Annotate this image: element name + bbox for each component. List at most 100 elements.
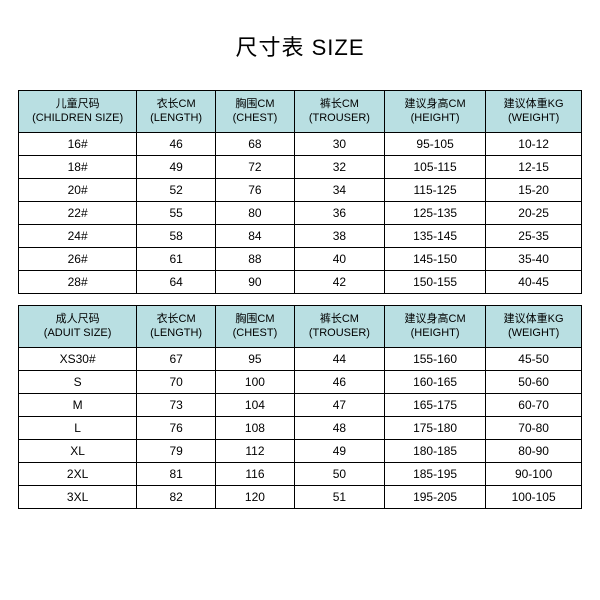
cell-length: 61 <box>137 248 216 271</box>
cell-chest: 68 <box>216 133 295 156</box>
cell-trouser: 49 <box>294 440 384 463</box>
col-label-cn: 建议体重KG <box>486 313 581 327</box>
cell-chest: 76 <box>216 179 295 202</box>
col-height: 建议身高CM (HEIGHT) <box>384 91 485 133</box>
cell-chest: 95 <box>216 348 295 371</box>
spacer-cell <box>19 294 582 306</box>
cell-size: L <box>19 417 137 440</box>
cell-weight: 15-20 <box>486 179 582 202</box>
cell-weight: 70-80 <box>486 417 582 440</box>
cell-length: 64 <box>137 271 216 294</box>
table-row: 28#649042150-15540-45 <box>19 271 582 294</box>
cell-length: 82 <box>137 486 216 509</box>
cell-height: 125-135 <box>384 202 485 225</box>
cell-height: 180-185 <box>384 440 485 463</box>
cell-size: 2XL <box>19 463 137 486</box>
cell-weight: 60-70 <box>486 394 582 417</box>
col-label-cn: 儿童尺码 <box>19 98 136 112</box>
cell-size: XL <box>19 440 137 463</box>
cell-size: 20# <box>19 179 137 202</box>
cell-size: 28# <box>19 271 137 294</box>
cell-size: S <box>19 371 137 394</box>
page-title: 尺寸表 SIZE <box>18 30 582 62</box>
size-chart-page: 尺寸表 SIZE 儿童尺码 (CHILDREN SIZE) 衣长CM (LENG… <box>0 0 600 529</box>
col-label-en: (LENGTH) <box>137 112 215 126</box>
col-label-en: (TROUSER) <box>295 327 384 341</box>
cell-trouser: 44 <box>294 348 384 371</box>
adult-rows: XS30#679544155-16045-50S7010046160-16550… <box>19 348 582 509</box>
table-row: 16#46683095-10510-12 <box>19 133 582 156</box>
children-header: 儿童尺码 (CHILDREN SIZE) 衣长CM (LENGTH) 胸围CM … <box>19 91 582 133</box>
cell-chest: 104 <box>216 394 295 417</box>
children-rows: 16#46683095-10510-1218#497232105-11512-1… <box>19 133 582 294</box>
table-row: 2XL8111650185-19590-100 <box>19 463 582 486</box>
cell-size: 24# <box>19 225 137 248</box>
col-trouser: 裤长CM (TROUSER) <box>294 91 384 133</box>
cell-length: 55 <box>137 202 216 225</box>
cell-chest: 120 <box>216 486 295 509</box>
col-label-en: (HEIGHT) <box>385 112 485 126</box>
col-label-en: (HEIGHT) <box>385 327 485 341</box>
cell-chest: 100 <box>216 371 295 394</box>
cell-height: 165-175 <box>384 394 485 417</box>
cell-trouser: 38 <box>294 225 384 248</box>
cell-trouser: 46 <box>294 371 384 394</box>
col-label-cn: 裤长CM <box>295 98 384 112</box>
cell-weight: 10-12 <box>486 133 582 156</box>
col-height: 建议身高CM (HEIGHT) <box>384 306 485 348</box>
adult-header: 成人尺码 (ADUIT SIZE) 衣长CM (LENGTH) 胸围CM (CH… <box>19 306 582 348</box>
col-label-en: (CHEST) <box>216 327 294 341</box>
col-label-cn: 建议身高CM <box>385 98 485 112</box>
col-chest: 胸围CM (CHEST) <box>216 91 295 133</box>
col-children-size: 儿童尺码 (CHILDREN SIZE) <box>19 91 137 133</box>
cell-length: 76 <box>137 417 216 440</box>
table-row: M7310447165-17560-70 <box>19 394 582 417</box>
table-row: 20#527634115-12515-20 <box>19 179 582 202</box>
cell-length: 49 <box>137 156 216 179</box>
cell-size: 16# <box>19 133 137 156</box>
table-row: 3XL8212051195-205100-105 <box>19 486 582 509</box>
cell-length: 67 <box>137 348 216 371</box>
cell-height: 105-115 <box>384 156 485 179</box>
cell-weight: 12-15 <box>486 156 582 179</box>
cell-chest: 84 <box>216 225 295 248</box>
col-label-en: (CHEST) <box>216 112 294 126</box>
cell-weight: 90-100 <box>486 463 582 486</box>
col-label-cn: 建议体重KG <box>486 98 581 112</box>
cell-weight: 100-105 <box>486 486 582 509</box>
cell-height: 115-125 <box>384 179 485 202</box>
cell-chest: 108 <box>216 417 295 440</box>
cell-weight: 35-40 <box>486 248 582 271</box>
cell-length: 73 <box>137 394 216 417</box>
table-row: XL7911249180-18580-90 <box>19 440 582 463</box>
cell-trouser: 50 <box>294 463 384 486</box>
col-label-en: (WEIGHT) <box>486 112 581 126</box>
col-label-en: (TROUSER) <box>295 112 384 126</box>
cell-weight: 20-25 <box>486 202 582 225</box>
cell-size: 22# <box>19 202 137 225</box>
col-label-cn: 裤长CM <box>295 313 384 327</box>
cell-trouser: 32 <box>294 156 384 179</box>
cell-trouser: 40 <box>294 248 384 271</box>
col-label-cn: 胸围CM <box>216 98 294 112</box>
cell-weight: 80-90 <box>486 440 582 463</box>
cell-length: 70 <box>137 371 216 394</box>
cell-chest: 112 <box>216 440 295 463</box>
col-label-cn: 成人尺码 <box>19 313 136 327</box>
cell-chest: 116 <box>216 463 295 486</box>
cell-trouser: 47 <box>294 394 384 417</box>
cell-height: 175-180 <box>384 417 485 440</box>
cell-height: 185-195 <box>384 463 485 486</box>
cell-length: 46 <box>137 133 216 156</box>
cell-height: 95-105 <box>384 133 485 156</box>
cell-length: 52 <box>137 179 216 202</box>
col-label-en: (WEIGHT) <box>486 327 581 341</box>
col-label-cn: 胸围CM <box>216 313 294 327</box>
cell-chest: 80 <box>216 202 295 225</box>
table-row: L7610848175-18070-80 <box>19 417 582 440</box>
size-table: 儿童尺码 (CHILDREN SIZE) 衣长CM (LENGTH) 胸围CM … <box>18 90 582 509</box>
cell-weight: 40-45 <box>486 271 582 294</box>
cell-length: 81 <box>137 463 216 486</box>
table-row: 18#497232105-11512-15 <box>19 156 582 179</box>
col-trouser: 裤长CM (TROUSER) <box>294 306 384 348</box>
